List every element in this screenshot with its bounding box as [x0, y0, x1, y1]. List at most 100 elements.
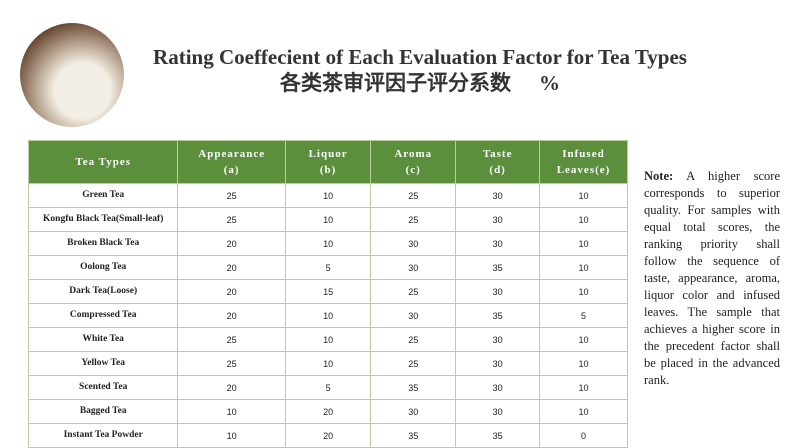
- cell-value: 10: [538, 399, 629, 424]
- table-row: Oolong Tea 20 5 30 35 10: [27, 255, 629, 280]
- column-code: (c): [405, 164, 421, 176]
- cell-value: 30: [370, 303, 457, 328]
- cell-value: 25: [370, 207, 457, 232]
- cell-value: 25: [370, 279, 457, 304]
- column-name: Infused: [562, 148, 605, 160]
- cell-value: 10: [284, 183, 372, 208]
- tea-name: Dark Tea(Loose): [27, 279, 179, 304]
- cell-value: 10: [284, 207, 372, 232]
- cell-value: 10: [538, 207, 629, 232]
- column-header: Taste (d): [455, 140, 540, 184]
- note: Note: A higher score corresponds to supe…: [644, 168, 780, 389]
- column-header: Tea Types: [27, 140, 179, 184]
- tea-name: Kongfu Black Tea(Small-leaf): [27, 207, 179, 232]
- cell-value: 20: [177, 231, 286, 256]
- tea-name: Bagged Tea: [27, 399, 179, 424]
- column-name: Tea Types: [75, 156, 131, 168]
- cell-value: 25: [370, 351, 457, 376]
- tea-name: Broken Black Tea: [27, 231, 179, 256]
- cell-value: 30: [455, 279, 540, 304]
- cell-value: 30: [455, 207, 540, 232]
- cell-value: 30: [455, 399, 540, 424]
- cell-value: 5: [538, 303, 629, 328]
- cell-value: 35: [370, 375, 457, 400]
- column-name: Appearance: [198, 148, 266, 160]
- tea-name: Scented Tea: [27, 375, 179, 400]
- cell-value: 10: [284, 231, 372, 256]
- cell-value: 25: [177, 207, 286, 232]
- cell-value: 30: [370, 255, 457, 280]
- table-row: Dark Tea(Loose) 20 15 25 30 10: [27, 279, 629, 304]
- column-header: Infused Leaves(e): [538, 140, 629, 184]
- cell-value: 30: [370, 231, 457, 256]
- cell-value: 35: [455, 423, 540, 448]
- note-label: Note:: [644, 169, 674, 183]
- table-row: Bagged Tea 10 20 30 30 10: [27, 399, 629, 424]
- cell-value: 10: [538, 327, 629, 352]
- column-code: (a): [223, 164, 240, 176]
- table-row: Instant Tea Powder 10 20 35 35 0: [27, 423, 629, 448]
- cell-value: 10: [284, 327, 372, 352]
- note-text: A higher score corresponds to superior q…: [644, 169, 780, 387]
- table-row: Green Tea 25 10 25 30 10: [27, 183, 629, 208]
- cell-value: 25: [177, 351, 286, 376]
- cell-value: 30: [455, 375, 540, 400]
- cell-value: 25: [177, 327, 286, 352]
- cell-value: 35: [455, 303, 540, 328]
- cell-value: 10: [284, 351, 372, 376]
- cell-value: 10: [538, 375, 629, 400]
- column-header: Liquor (b): [284, 140, 372, 184]
- cell-value: 10: [538, 231, 629, 256]
- tea-name: Oolong Tea: [27, 255, 179, 280]
- cell-value: 20: [177, 303, 286, 328]
- column-header: Appearance (a): [177, 140, 286, 184]
- column-name: Liquor: [308, 148, 348, 160]
- cell-value: 35: [455, 255, 540, 280]
- column-code: (b): [319, 164, 337, 176]
- table-row: Yellow Tea 25 10 25 30 10: [27, 351, 629, 376]
- table-row: Broken Black Tea 20 10 30 30 10: [27, 231, 629, 256]
- cell-value: 20: [177, 279, 286, 304]
- table-row: Kongfu Black Tea(Small-leaf) 25 10 25 30 10: [27, 207, 629, 232]
- cell-value: 30: [455, 231, 540, 256]
- tea-name: White Tea: [27, 327, 179, 352]
- cell-value: 10: [177, 399, 286, 424]
- column-code: Leaves(e): [556, 164, 611, 176]
- column-code: (d): [489, 164, 506, 176]
- cell-value: 0: [538, 423, 629, 448]
- cell-value: 30: [455, 183, 540, 208]
- table-row: Scented Tea 20 5 35 30 10: [27, 375, 629, 400]
- cell-value: 15: [284, 279, 372, 304]
- cell-value: 25: [370, 183, 457, 208]
- cell-value: 10: [538, 255, 629, 280]
- cell-value: 10: [538, 279, 629, 304]
- cell-value: 20: [177, 255, 286, 280]
- cell-value: 25: [177, 183, 286, 208]
- cell-value: 10: [177, 423, 286, 448]
- cell-value: 10: [284, 303, 372, 328]
- cell-value: 10: [538, 183, 629, 208]
- subtitle: 各类茶审评因子评分系数%: [150, 70, 690, 96]
- cell-value: 10: [538, 351, 629, 376]
- header-row: Tea Types Appearance (a) Liquor (b) Aroma (c) T…: [27, 140, 629, 184]
- cell-value: 35: [370, 423, 457, 448]
- header: Rating Coeffecient of Each Evaluation Fa…: [150, 44, 690, 96]
- column-name: Aroma: [394, 148, 433, 160]
- cell-value: 5: [284, 375, 372, 400]
- cell-value: 5: [284, 255, 372, 280]
- table-body: Green Tea 25 10 25 30 10 Kongfu Black Tea(Smal…: [27, 183, 629, 448]
- unit: %: [539, 71, 560, 95]
- cell-value: 30: [370, 399, 457, 424]
- cell-value: 30: [455, 351, 540, 376]
- table-row: White Tea 25 10 25 30 10: [27, 327, 629, 352]
- cell-value: 25: [370, 327, 457, 352]
- cell-value: 30: [455, 327, 540, 352]
- tea-name: Yellow Tea: [27, 351, 179, 376]
- table: Tea Types Appearance (a) Liquor (b) Aroma (c) T…: [27, 140, 629, 448]
- cell-value: 20: [177, 375, 286, 400]
- column-header: Aroma (c): [370, 140, 457, 184]
- cell-value: 20: [284, 423, 372, 448]
- table-row: Compressed Tea 20 10 30 35 5: [27, 303, 629, 328]
- cell-value: 20: [284, 399, 372, 424]
